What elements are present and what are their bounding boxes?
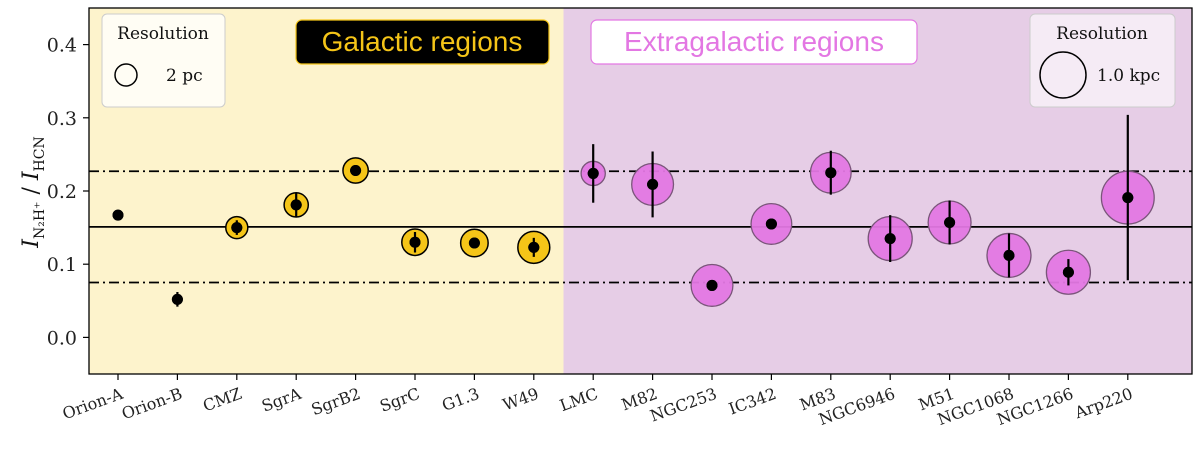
galactic-resolution-circle xyxy=(114,63,138,87)
point-core-cmz xyxy=(231,222,243,234)
y-tick-label: 0.1 xyxy=(47,254,77,276)
point-core-m51 xyxy=(944,216,956,228)
x-tick-label: Orion-A xyxy=(60,384,126,423)
extragalactic-legend-title: Resolution xyxy=(1056,24,1148,44)
y-tick-label: 0.0 xyxy=(47,327,77,349)
x-tick-label: CMZ xyxy=(200,384,244,415)
point-core-ngc6946 xyxy=(884,233,896,245)
galactic-region-label: Galactic regions xyxy=(295,19,550,65)
x-tick-label: SgrA xyxy=(259,384,304,416)
error-bars xyxy=(112,114,1134,307)
point-core-lmc xyxy=(587,167,599,179)
svg-text:IN₂H⁺ / IHCN: IN₂H⁺ / IHCN xyxy=(19,136,48,248)
point-core-sgrc xyxy=(409,236,421,248)
extragalactic-resolution-circle xyxy=(1039,51,1087,99)
point-core-ngc1266 xyxy=(1062,266,1074,278)
y-label-num-main: I xyxy=(19,238,44,249)
point-core-arp220 xyxy=(1122,192,1134,204)
y-axis-ticks: 0.0 0.1 0.2 0.3 0.4 xyxy=(47,35,89,349)
point-core-m83 xyxy=(825,167,837,179)
extragalactic-legend-value: 1.0 kpc xyxy=(1097,66,1160,86)
galactic-legend-value: 2 pc xyxy=(166,66,203,86)
point-core-sgra xyxy=(290,199,302,211)
extragalactic-resolution-legend: Resolution 1.0 kpc xyxy=(1029,13,1176,108)
x-tick-label: NGC253 xyxy=(648,384,720,426)
extragalactic-region-label: Extragalactic regions xyxy=(590,19,918,65)
galactic-resolution-legend: Resolution 2 pc xyxy=(101,13,226,108)
y-label-den-sub: HCN xyxy=(32,136,48,171)
x-tick-label: LMC xyxy=(557,384,600,415)
y-axis-label: IN₂H⁺ / IHCN xyxy=(19,136,48,248)
x-tick-label: W49 xyxy=(500,384,541,414)
y-label-num-sub: N₂H⁺ xyxy=(32,202,48,239)
y-tick-label: 0.4 xyxy=(47,35,77,57)
y-label-den-main: I xyxy=(19,170,44,181)
x-tick-label: IC342 xyxy=(726,384,779,419)
point-core-ic342 xyxy=(765,218,777,230)
extragalactic-label-text: Extragalactic regions xyxy=(624,26,884,57)
point-core-sgrb2 xyxy=(350,165,362,177)
y-tick-label: 0.3 xyxy=(47,108,77,130)
y-tick-label: 0.2 xyxy=(47,181,77,203)
reference-lines xyxy=(89,170,1192,284)
galactic-label-text: Galactic regions xyxy=(322,26,523,57)
x-tick-label: SgrC xyxy=(377,384,422,416)
x-tick-label: G1.3 xyxy=(439,384,481,415)
x-tick-label: Arp220 xyxy=(1071,384,1135,423)
point-core-orion-b xyxy=(171,293,183,305)
x-tick-label: SgrB2 xyxy=(309,384,363,419)
point-core-w49 xyxy=(528,241,540,253)
x-tick-label: Orion-B xyxy=(119,384,185,423)
point-core-m82 xyxy=(647,178,659,190)
point-core-ngc1068 xyxy=(1003,249,1015,261)
point-core-ngc253 xyxy=(706,279,718,291)
point-core-g1.3 xyxy=(468,237,480,249)
galactic-legend-title: Resolution xyxy=(117,24,209,44)
point-core-orion-a xyxy=(112,209,124,221)
